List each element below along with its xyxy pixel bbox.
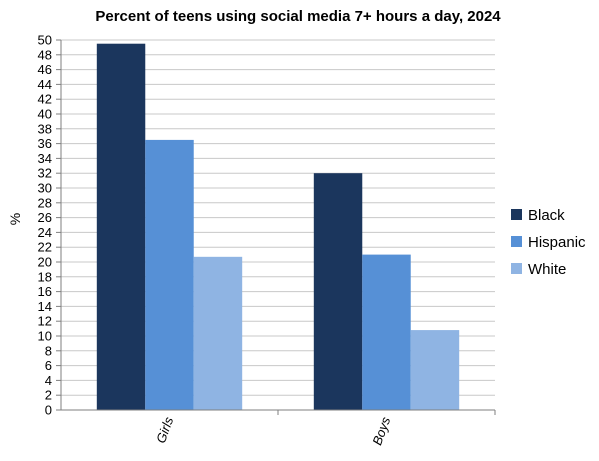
legend-label-black: Black (528, 207, 565, 224)
bars (96, 43, 460, 410)
y-tick-label: 12 (38, 314, 52, 329)
x-tick-label: Girls (153, 414, 176, 445)
y-tick-label: 34 (38, 151, 52, 166)
y-tick-label: 2 (45, 388, 52, 403)
y-tick-label: 42 (38, 92, 52, 107)
legend-swatch-hispanic (511, 236, 522, 247)
legend-label-hispanic: Hispanic (528, 234, 586, 251)
y-tick-label: 26 (38, 210, 52, 225)
bar-black-boys (313, 173, 363, 410)
y-tick-label: 16 (38, 284, 52, 299)
y-tick-label: 38 (38, 121, 52, 136)
legend-swatch-black (511, 209, 522, 220)
y-tick-label: 8 (45, 343, 52, 358)
gridlines (56, 39, 495, 411)
y-tick-label: 40 (38, 107, 52, 122)
y-axis-label: % (7, 213, 23, 225)
y-tick-label: 46 (38, 62, 52, 77)
y-tick-label: 44 (38, 77, 52, 92)
chart-title: Percent of teens using social media 7+ h… (95, 8, 501, 25)
y-tick-label: 36 (38, 136, 52, 151)
legend-swatch-white (511, 263, 522, 274)
bar-white-girls (193, 256, 243, 410)
y-tick-label: 20 (38, 255, 52, 270)
y-tick-label: 30 (38, 181, 52, 196)
y-tick-label: 28 (38, 195, 52, 210)
y-tick-label: 48 (38, 47, 52, 62)
axes (60, 40, 496, 415)
y-tick-label: 0 (45, 403, 52, 418)
y-tick-label: 6 (45, 358, 52, 373)
y-tick-label: 22 (38, 240, 52, 255)
x-tick-label: Boys (369, 414, 393, 447)
bar-hispanic-girls (145, 139, 194, 410)
bar-hispanic-boys (362, 254, 411, 410)
y-tick-labels: 0246810121416182022242628303234363840424… (38, 33, 52, 418)
y-tick-label: 14 (38, 299, 52, 314)
y-tick-label: 4 (45, 373, 52, 388)
x-tick-labels: Girls Boys (153, 414, 393, 447)
y-tick-label: 50 (38, 33, 52, 48)
y-tick-label: 32 (38, 166, 52, 181)
legend-label-white: White (528, 261, 566, 278)
bar-black-girls (96, 43, 146, 410)
legend: Black Hispanic White (511, 207, 586, 278)
y-tick-label: 24 (38, 225, 52, 240)
bar-white-boys (410, 330, 460, 410)
y-tick-label: 18 (38, 269, 52, 284)
y-tick-label: 10 (38, 329, 52, 344)
